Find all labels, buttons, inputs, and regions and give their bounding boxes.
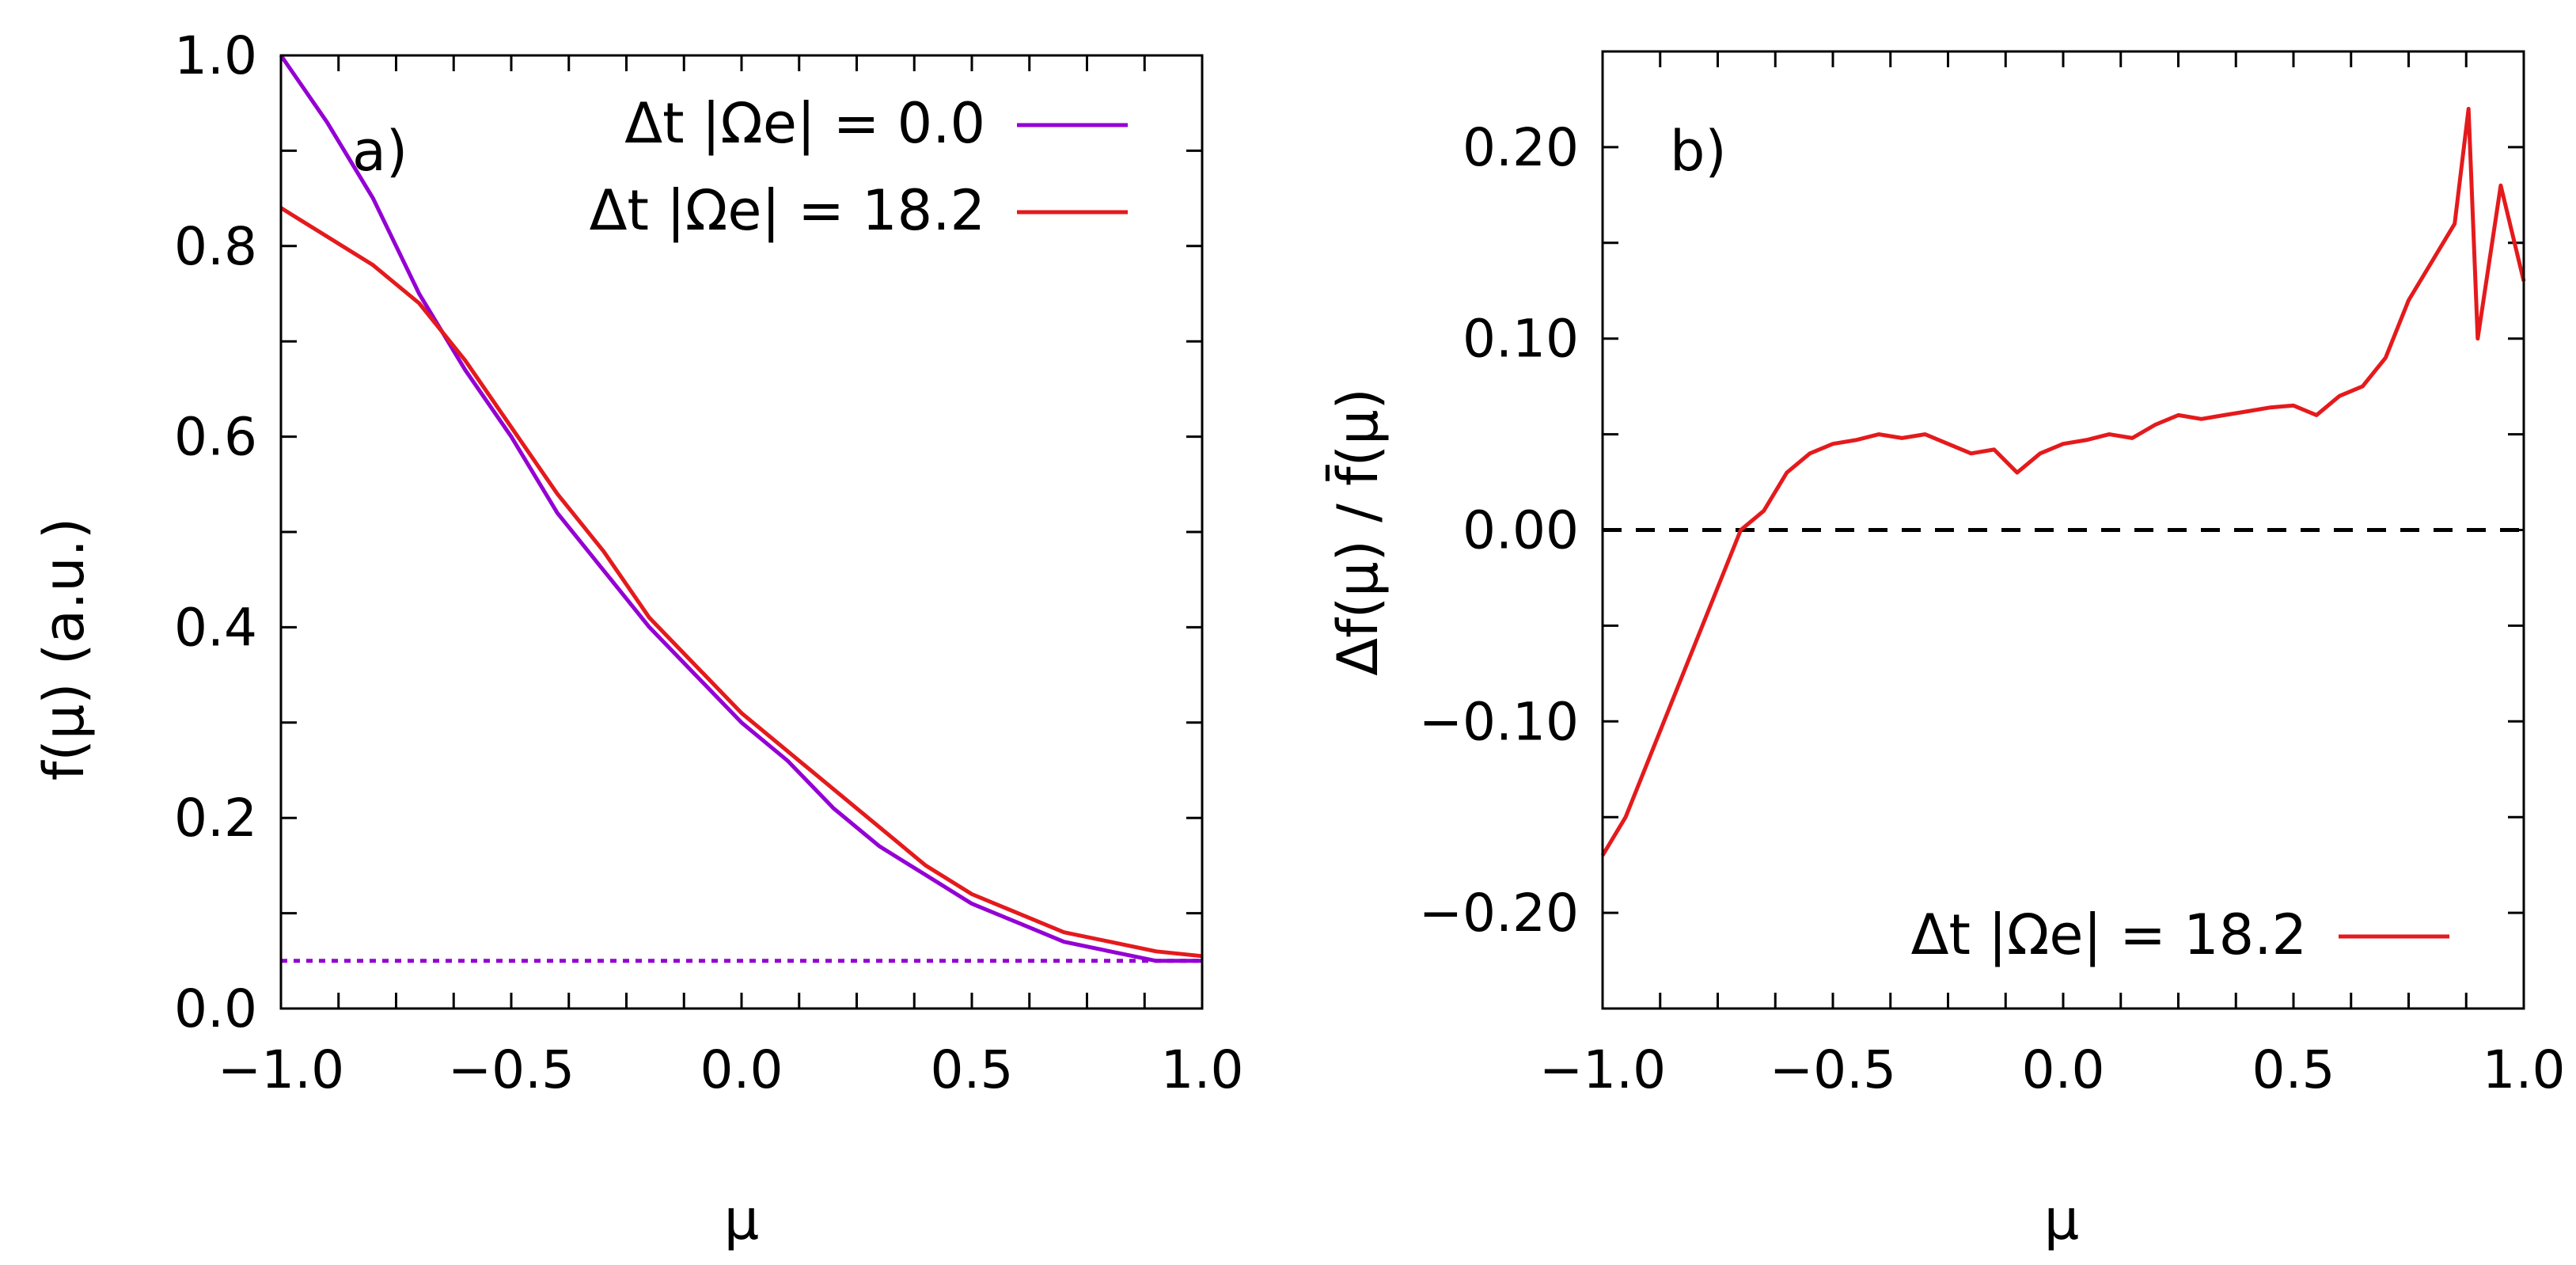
legend-b-entry-0-label: Δt |Ωe| = 18.2 — [1911, 902, 2307, 967]
x-tick-label: −1.0 — [218, 1039, 344, 1100]
series-line-0 — [279, 54, 1202, 963]
y-tick-label: 0.2 — [174, 788, 257, 849]
panel-a-ylabel: f(μ) (a.u.) — [32, 518, 97, 781]
x-tick-label: 0.0 — [2022, 1039, 2105, 1100]
panel-a-tick-labels: −1.0 −0.5 0.0 0.5 1.0 0.0 0.2 0.4 0.6 0.8 1.0 — [174, 25, 1243, 1100]
x-tick-label: 1.0 — [2483, 1039, 2566, 1100]
y-tick-label: −0.20 — [1419, 883, 1579, 944]
panel-a-legend: Δt |Ωe| = 0.0 Δt |Ωe| = 18.2 — [590, 91, 1128, 243]
x-tick-label: 0.0 — [700, 1039, 783, 1100]
x-tick-label: 1.0 — [1161, 1039, 1244, 1100]
panel-a-xlabel: μ — [724, 1187, 760, 1252]
panel-b-series — [1600, 107, 2526, 857]
series-line-0 — [1600, 107, 2526, 857]
panel-b-legend: Δt |Ωe| = 18.2 — [1911, 902, 2449, 967]
panel-b-frame — [1601, 50, 2525, 1010]
panel-a-frame — [279, 54, 1204, 1010]
x-tick-label: 0.5 — [931, 1039, 1014, 1100]
y-tick-label: 0.00 — [1463, 500, 1579, 561]
x-tick-label: −1.0 — [1539, 1039, 1666, 1100]
legend-a-entry-0-label: Δt |Ωe| = 0.0 — [624, 91, 985, 156]
y-tick-label: 0.20 — [1463, 117, 1579, 178]
panel-b-ylabel: Δf(μ) / f̄(μ) — [1325, 388, 1390, 676]
x-tick-label: −0.5 — [448, 1039, 575, 1100]
y-tick-label: 0.8 — [174, 216, 257, 277]
x-tick-label: −0.5 — [1770, 1039, 1896, 1100]
panel-b-tick-labels: −1.0 −0.5 0.0 0.5 1.0 −0.20 −0.10 0.00 0.10 0.20 — [1419, 117, 2566, 1100]
x-tick-label: 0.5 — [2252, 1039, 2335, 1100]
series-line-1 — [279, 206, 1203, 959]
y-tick-label: 1.0 — [174, 25, 257, 86]
panel-b: Δf(μ) / f̄(μ) μ b) −1.0 −0.5 0.0 0.5 1.0 −0.2… — [1325, 50, 2566, 1252]
panel-a: f(μ) (a.u.) μ a) −1.0 −0.5 0.0 0.5 1.0 0.0 0.2… — [32, 25, 1243, 1252]
panel-a-label: a) — [352, 119, 408, 184]
y-tick-label: 0.0 — [174, 978, 257, 1039]
panel-b-label: b) — [1670, 119, 1727, 184]
panel-a-series — [279, 54, 1203, 963]
panel-b-xlabel: μ — [2044, 1187, 2080, 1252]
y-tick-label: −0.10 — [1419, 691, 1579, 752]
y-tick-label: 0.4 — [174, 597, 257, 658]
y-tick-label: 0.6 — [174, 407, 257, 468]
legend-a-entry-1-label: Δt |Ωe| = 18.2 — [590, 178, 985, 243]
y-tick-label: 0.10 — [1463, 309, 1579, 370]
